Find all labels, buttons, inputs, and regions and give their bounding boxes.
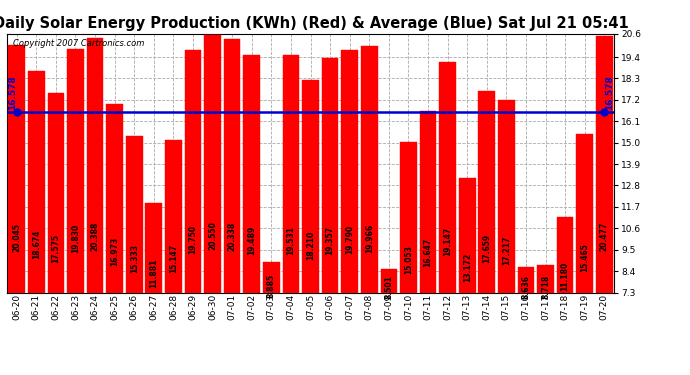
Text: 8.501: 8.501 xyxy=(384,275,393,299)
Bar xyxy=(106,104,123,292)
Bar xyxy=(342,50,358,292)
Text: 15.147: 15.147 xyxy=(169,244,178,273)
Bar xyxy=(518,267,534,292)
Text: 17.575: 17.575 xyxy=(51,234,60,263)
Text: 13.172: 13.172 xyxy=(463,253,472,282)
Bar xyxy=(185,50,201,292)
Text: 18.210: 18.210 xyxy=(306,231,315,260)
Bar xyxy=(126,136,143,292)
Text: 20.338: 20.338 xyxy=(228,222,237,251)
Text: 8.718: 8.718 xyxy=(541,274,550,298)
Text: 17.659: 17.659 xyxy=(482,234,491,263)
Bar xyxy=(263,262,279,292)
Bar xyxy=(596,36,613,292)
Bar xyxy=(478,91,495,292)
Bar xyxy=(8,45,25,292)
Bar xyxy=(322,58,338,292)
Bar xyxy=(576,134,593,292)
Bar xyxy=(244,56,260,292)
Bar xyxy=(283,54,299,292)
Text: 16.578: 16.578 xyxy=(8,75,17,109)
Bar xyxy=(361,46,377,292)
Title: Daily Solar Energy Production (KWh) (Red) & Average (Blue) Sat Jul 21 05:41: Daily Solar Energy Production (KWh) (Red… xyxy=(0,16,629,31)
Text: 16.578: 16.578 xyxy=(605,75,614,109)
Bar xyxy=(28,71,45,292)
Bar xyxy=(67,49,83,292)
Text: 16.973: 16.973 xyxy=(110,237,119,266)
Text: 19.966: 19.966 xyxy=(365,224,374,253)
Bar xyxy=(400,142,417,292)
Text: 19.489: 19.489 xyxy=(247,226,256,255)
Bar xyxy=(440,62,456,292)
Text: 8.636: 8.636 xyxy=(522,275,531,299)
Text: 11.881: 11.881 xyxy=(149,258,158,288)
Bar xyxy=(498,100,515,292)
Text: 15.333: 15.333 xyxy=(130,244,139,273)
Text: 18.674: 18.674 xyxy=(32,229,41,258)
Text: 19.750: 19.750 xyxy=(188,225,197,254)
Text: 15.053: 15.053 xyxy=(404,245,413,274)
Text: 11.180: 11.180 xyxy=(561,261,570,291)
Text: 19.357: 19.357 xyxy=(326,226,335,255)
Text: Copyright 2007 Cartronics.com: Copyright 2007 Cartronics.com xyxy=(13,39,144,48)
Text: 19.830: 19.830 xyxy=(71,224,80,254)
Text: 20.477: 20.477 xyxy=(600,221,609,251)
Text: 17.217: 17.217 xyxy=(502,236,511,265)
Bar xyxy=(420,111,436,292)
Text: 16.647: 16.647 xyxy=(424,238,433,267)
Bar xyxy=(165,140,181,292)
Text: 8.885: 8.885 xyxy=(267,274,276,298)
Bar xyxy=(538,265,554,292)
Bar xyxy=(380,269,397,292)
Bar xyxy=(87,38,104,292)
Text: 19.531: 19.531 xyxy=(286,226,295,255)
Bar xyxy=(204,35,221,292)
Text: 15.465: 15.465 xyxy=(580,243,589,272)
Bar xyxy=(48,93,64,292)
Text: 20.388: 20.388 xyxy=(90,222,99,251)
Bar xyxy=(459,178,475,292)
Bar xyxy=(557,217,573,292)
Bar xyxy=(224,39,241,292)
Text: 20.045: 20.045 xyxy=(12,224,21,252)
Bar xyxy=(146,203,162,292)
Text: 20.550: 20.550 xyxy=(208,221,217,250)
Bar xyxy=(302,80,319,292)
Text: 19.790: 19.790 xyxy=(345,224,354,254)
Text: 19.147: 19.147 xyxy=(443,227,452,256)
